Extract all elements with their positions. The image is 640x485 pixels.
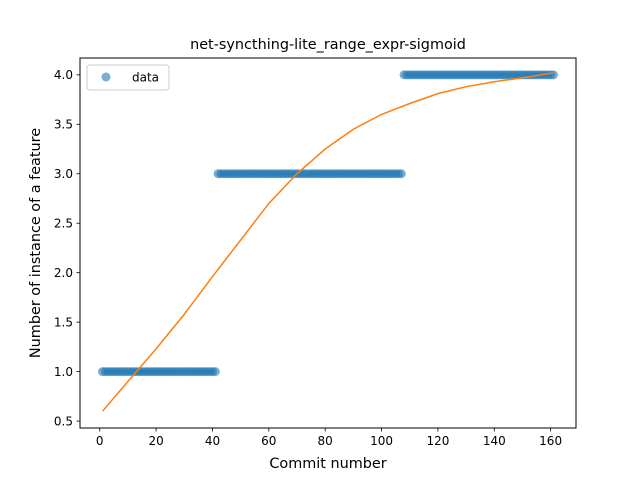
x-tick-label: 100 (370, 434, 393, 448)
y-tick-label: 1.0 (54, 365, 73, 379)
x-tick-label: 60 (261, 434, 276, 448)
legend-marker-data (101, 72, 111, 82)
x-tick-label: 0 (96, 434, 104, 448)
legend-label-data: data (132, 71, 159, 85)
plot-area (98, 70, 558, 412)
y-tick-label: 3.5 (54, 118, 73, 132)
data-point (210, 367, 220, 377)
y-tick-label: 0.5 (54, 414, 73, 428)
x-tick-label: 40 (205, 434, 220, 448)
axes-frame (79, 57, 577, 429)
x-tick-label: 160 (539, 434, 562, 448)
x-axis-label: Commit number (269, 456, 386, 472)
y-tick-label: 4.0 (54, 68, 73, 82)
chart-title: net-syncthing-lite_range_expr-sigmoid (190, 37, 466, 53)
x-tick-label: 80 (318, 434, 333, 448)
x-tick-label: 120 (426, 434, 449, 448)
y-axis-label: Number of instance of a feature (28, 128, 44, 358)
y-tick-label: 2.0 (54, 266, 73, 280)
data-point (396, 169, 406, 179)
x-axis: 0 20 40 60 80 100 120 140 160 (96, 428, 562, 448)
y-axis: 0.5 1.0 1.5 2.0 2.5 3.0 3.5 4.0 (54, 68, 80, 428)
legend: data (86, 64, 170, 91)
data-point (548, 70, 558, 80)
y-tick-label: 1.5 (54, 315, 73, 329)
series-fit-line (101, 72, 554, 412)
x-tick-label: 140 (483, 434, 506, 448)
x-tick-label: 20 (148, 434, 163, 448)
y-tick-label: 2.5 (54, 217, 73, 231)
y-tick-label: 3.0 (54, 167, 73, 181)
legend-box (86, 64, 170, 91)
